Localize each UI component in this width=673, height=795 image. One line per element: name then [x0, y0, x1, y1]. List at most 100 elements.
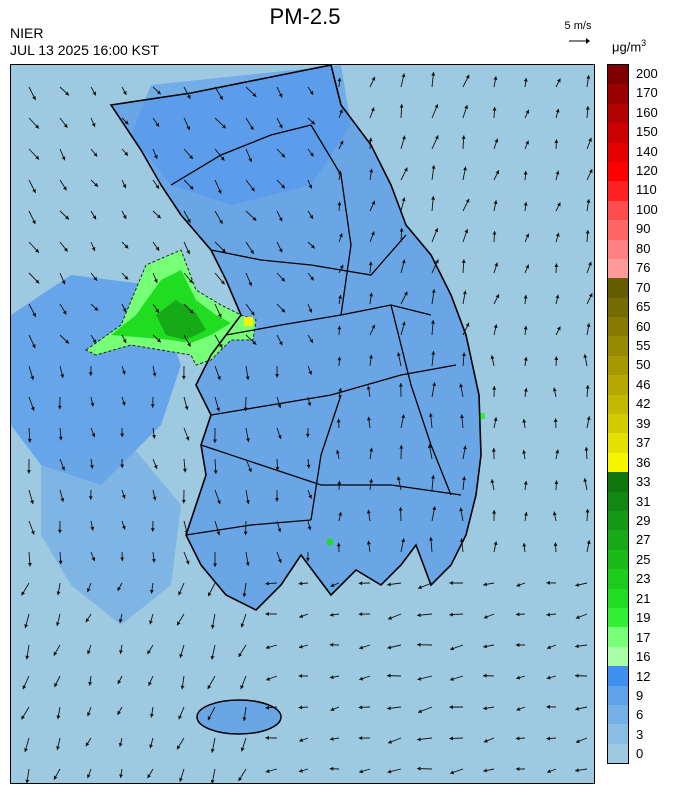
wind-arrow-head — [298, 644, 303, 649]
colorbar-tick-label: 100 — [636, 201, 658, 217]
wind-arrow-head — [432, 382, 437, 387]
wind-arrow-head — [242, 717, 247, 722]
page-title: PM-2.5 — [269, 4, 341, 29]
wind-arrow-head — [516, 583, 521, 587]
wind-arrow-head — [462, 445, 467, 450]
wind-arrow-head — [281, 184, 285, 189]
wind-arrow-head — [432, 506, 437, 511]
wind-arrow-head — [330, 583, 335, 587]
colorbar-bin — [608, 472, 628, 492]
wind-arrow-head — [184, 530, 189, 534]
wind-arrow-head — [30, 376, 35, 380]
wind-arrow-head — [523, 77, 528, 82]
datetime-label: JUL 13 2025 16:00 KST — [10, 42, 159, 58]
wind-arrow-head — [575, 739, 580, 744]
wind-arrow-head — [217, 189, 222, 194]
wind-arrow-head — [387, 645, 392, 650]
wind-arrow-head — [523, 480, 528, 485]
wind-arrow-head — [306, 464, 311, 469]
colorbar-tick-label: 19 — [636, 610, 651, 626]
wind-arrow-head — [492, 386, 497, 390]
colorbar-tick-label: 60 — [636, 318, 651, 334]
wind-arrow-head — [369, 168, 374, 173]
colorbar-tick-label: 39 — [636, 415, 651, 431]
wind-arrow-head — [522, 449, 527, 454]
wind-arrow-head — [65, 215, 69, 220]
wind-arrow-head — [462, 476, 467, 481]
wind-arrow-head — [219, 219, 223, 224]
wind-arrow-head — [149, 589, 154, 594]
wind-arrow-head — [178, 591, 182, 596]
wind-arrow-head — [153, 464, 158, 469]
colorbar-tick-label: 55 — [636, 337, 651, 353]
colorbar-bin — [608, 414, 628, 434]
wind-arrow-head — [61, 466, 66, 471]
wind-arrow-head — [546, 612, 551, 617]
wind-arrow-head — [92, 91, 96, 96]
wind-arrow-head — [122, 339, 127, 344]
wind-arrow-head — [53, 651, 58, 656]
wind-arrow-head — [121, 525, 126, 530]
wind-arrow-head — [339, 140, 344, 145]
wind-arrow-head — [459, 538, 464, 543]
wind-arrow-head — [575, 673, 579, 678]
wind-arrow-head — [184, 406, 189, 410]
colorbar-tick-label: 0 — [636, 746, 644, 762]
wind-arrow-head — [575, 615, 580, 620]
wind-arrow-head — [122, 90, 127, 95]
wind-arrow-head — [63, 123, 68, 128]
wind-arrow-head — [277, 528, 282, 533]
wind-arrow-head — [583, 478, 588, 483]
wind-arrow-head — [118, 618, 123, 623]
wind-arrow-head — [585, 106, 590, 110]
wind-arrow-head — [27, 562, 32, 567]
wind-arrow-head — [553, 418, 558, 423]
colorbar-bin — [608, 239, 628, 259]
wind-arrow-head — [358, 705, 363, 710]
colorbar-bin — [608, 549, 628, 570]
wind-arrow-head — [431, 351, 436, 355]
colorbar-tick-label: 23 — [636, 571, 651, 587]
colorbar-bin — [608, 278, 628, 298]
wind-arrow-head — [120, 433, 125, 438]
wind-arrow-head — [178, 715, 183, 720]
wind-arrow-head — [221, 248, 226, 253]
wind-arrow-head — [465, 198, 470, 203]
wind-arrow-head — [265, 581, 270, 586]
wind-arrow-head — [278, 248, 283, 253]
wind-arrow-head — [369, 292, 374, 297]
wind-arrow-head — [337, 201, 342, 206]
wind-arrow-head — [35, 155, 40, 160]
wind-arrow-head — [149, 744, 154, 749]
wind-arrow-head — [522, 418, 527, 423]
wind-arrow-head — [32, 188, 36, 193]
wind-arrow-head — [210, 655, 215, 660]
northern-border — [170, 124, 312, 186]
colorbar-tick-label: 160 — [636, 104, 658, 120]
colorbar-tick-label: 37 — [636, 435, 651, 451]
unit-label: μg/m3 — [612, 38, 646, 54]
wind-arrow-head — [554, 480, 559, 485]
colorbar-bin — [608, 743, 628, 764]
colorbar-bin — [608, 65, 628, 85]
wind-arrow-head — [58, 436, 63, 441]
wind-arrow-head — [575, 706, 580, 711]
wind-arrow-head — [94, 306, 99, 311]
colorbar-tick-label: 25 — [636, 551, 651, 567]
map-panel[interactable] — [10, 64, 595, 784]
colorbar-bin — [608, 394, 628, 415]
wind-arrow-head — [281, 308, 286, 313]
wind-arrow-head — [401, 73, 406, 78]
wind-arrow-head — [462, 290, 467, 295]
wind-arrow-head — [358, 612, 363, 617]
wind-arrow-head — [329, 736, 334, 741]
wind-arrow-head — [310, 276, 314, 281]
wind-arrow-head — [250, 311, 255, 316]
wind-arrow-head — [547, 769, 552, 774]
colorbar-tick-label: 3 — [636, 726, 644, 742]
wind-arrow-head — [188, 279, 193, 284]
wind-arrow-head — [187, 342, 191, 347]
wind-arrow-head — [434, 135, 439, 140]
wind-arrow-head — [585, 385, 590, 389]
wind-arrow-head — [305, 433, 310, 438]
